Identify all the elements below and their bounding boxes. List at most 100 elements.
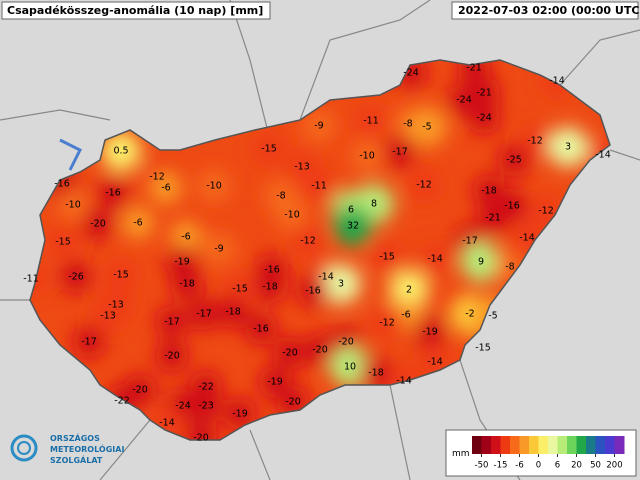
country-border	[29, 59, 611, 441]
legend: -50 -15 -6 0 6 20 50 200	[472, 436, 625, 471]
station-value: -21	[485, 213, 501, 224]
legend-swatch	[557, 436, 568, 454]
station-field	[360, 357, 392, 389]
station-value: -14	[519, 233, 535, 244]
station-value: -17	[462, 236, 478, 247]
station-field	[414, 316, 446, 348]
station-value: -20	[338, 337, 354, 348]
station-value: -24	[403, 68, 419, 79]
station-field	[548, 127, 588, 167]
station-field	[156, 340, 188, 372]
station-value: 3	[338, 279, 344, 290]
logo-text: SZOLGÁLAT	[50, 454, 103, 465]
station-value: -24	[175, 401, 191, 412]
station-value: 32	[347, 221, 359, 232]
station-field	[355, 105, 387, 137]
station-value: -12	[379, 318, 395, 329]
station-value: -10	[206, 181, 222, 192]
station-field	[150, 172, 182, 204]
station-field	[97, 177, 129, 209]
station-value: -12	[149, 172, 165, 183]
station-value: -11	[311, 181, 327, 192]
station-value: -24	[476, 113, 492, 124]
station-value: 3	[565, 142, 571, 153]
station-field	[371, 307, 403, 339]
station-field	[408, 169, 440, 201]
station-value: 9	[478, 257, 484, 268]
station-value: -19	[232, 409, 248, 420]
station-value: -15	[261, 144, 277, 155]
legend-tick-label: 0	[536, 461, 541, 471]
station-value: -26	[68, 272, 84, 283]
station-field	[274, 337, 306, 369]
legend-tick-label: -50	[475, 461, 489, 471]
station-value: -13	[108, 300, 124, 311]
legend-swatch	[472, 436, 482, 454]
station-field	[73, 326, 105, 358]
station-field	[477, 202, 509, 234]
station-field	[254, 271, 286, 303]
map-title: Csapadékösszeg-anomália (10 nap) [mm]	[7, 4, 263, 17]
station-value: -14	[595, 150, 611, 161]
title-box	[1, 1, 271, 20]
station-value: -8	[403, 119, 412, 130]
station-value: -19	[174, 257, 190, 268]
legend-swatch	[529, 436, 539, 454]
station-value: -11	[363, 116, 379, 127]
station-field	[330, 347, 370, 387]
station-field	[203, 233, 235, 265]
station-value: -18	[179, 279, 195, 290]
legend-swatch	[576, 436, 587, 454]
station-field	[371, 241, 403, 273]
station-value: -10	[65, 200, 81, 211]
station-value: -12	[527, 136, 543, 147]
station-value: -23	[198, 401, 214, 412]
station-value: -11	[23, 274, 39, 285]
station-value: -16	[105, 188, 121, 199]
station-field	[217, 296, 249, 328]
station-value: -9	[214, 244, 223, 255]
station-field	[303, 170, 335, 202]
station-value: -17	[392, 147, 408, 158]
station-field	[185, 422, 217, 440]
station-value: -16	[504, 201, 520, 212]
station-value: -18	[225, 307, 241, 318]
station-field	[384, 136, 416, 168]
station-value: -13	[294, 162, 310, 173]
station-value: -20	[312, 345, 328, 356]
legend-swatch	[605, 436, 615, 454]
station-value: -8	[505, 262, 514, 273]
legend-tick-label: 6	[555, 461, 560, 471]
legend-swatch	[519, 436, 530, 454]
station-field	[297, 275, 329, 307]
station-value: -15	[232, 284, 248, 295]
station-field	[333, 206, 373, 246]
station-field	[171, 268, 203, 300]
station-field	[468, 77, 500, 109]
logo-mark	[17, 441, 31, 455]
station-field	[292, 225, 324, 257]
station-value: -15	[379, 252, 395, 263]
station-value: 10	[344, 362, 356, 373]
station-value: -19	[267, 377, 283, 388]
station-field	[245, 313, 277, 345]
station-field	[461, 242, 501, 282]
station-value: -12	[300, 236, 316, 247]
station-field	[122, 207, 154, 239]
station-value: -12	[416, 180, 432, 191]
station-value: 6	[348, 205, 354, 216]
legend-swatch	[500, 436, 511, 454]
station-field	[458, 60, 490, 84]
station-labels: -24 -21-14-24-21-24-9 -11 -8 -5-123-140.5 -15…	[23, 63, 611, 444]
station-value: -14	[318, 272, 334, 283]
station-field	[60, 261, 92, 293]
station-value: 2	[406, 285, 412, 296]
station-value: -14	[427, 357, 443, 368]
station-field	[419, 243, 451, 275]
time-box	[451, 1, 639, 20]
station-field	[105, 259, 137, 291]
station-value: -6	[401, 310, 410, 321]
station-value: -17	[196, 309, 212, 320]
station-value: -22	[198, 382, 214, 393]
station-field	[253, 133, 285, 165]
